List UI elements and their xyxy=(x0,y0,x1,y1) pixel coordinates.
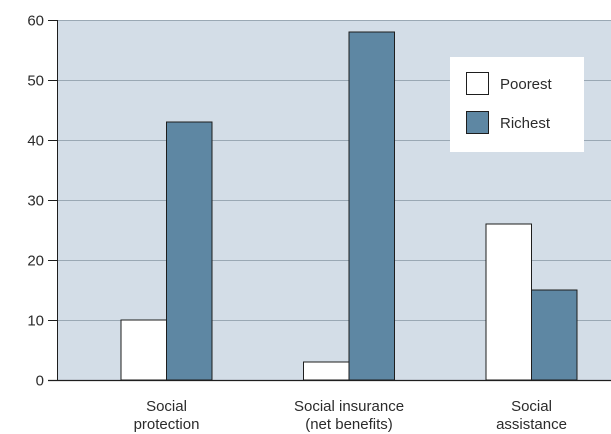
y-tick-label: 30 xyxy=(27,193,44,210)
x-category-label: Social assistance xyxy=(496,398,567,433)
y-tick-label: 60 xyxy=(27,13,44,30)
x-category-label-line: Social xyxy=(146,398,187,415)
bar-richest-social-protection xyxy=(166,121,213,381)
bars xyxy=(120,31,578,381)
x-category-label: Social protection xyxy=(134,398,200,433)
y-tick-label: 40 xyxy=(27,133,44,150)
legend-swatch-poorest xyxy=(466,72,489,95)
axes xyxy=(48,20,611,382)
y-tick-label: 10 xyxy=(27,313,44,330)
bar-richest-social-assistance xyxy=(531,289,578,381)
y-tick-label: 0 xyxy=(36,373,44,390)
legend-swatch-richest xyxy=(466,111,489,134)
bar-poorest-social-insurance-net-benefits xyxy=(303,361,350,381)
legend: Poorest Richest xyxy=(450,57,584,152)
legend-box xyxy=(450,57,584,152)
x-category-label-line: Social insurance xyxy=(294,398,404,415)
bar-poorest-social-assistance xyxy=(485,223,532,381)
y-tick-label: 20 xyxy=(27,253,44,270)
legend-label-richest: Richest xyxy=(500,115,551,132)
bar-richest-social-insurance-net-benefits xyxy=(348,31,395,381)
x-category-label-line: assistance xyxy=(496,416,567,433)
bar-poorest-social-protection xyxy=(120,319,167,381)
x-category-label-line: Social xyxy=(511,398,552,415)
legend-label-poorest: Poorest xyxy=(500,76,553,93)
x-category-label-line: protection xyxy=(134,416,200,433)
x-category-label: Social insurance (net benefits) xyxy=(294,398,404,433)
y-tick-label: 50 xyxy=(27,73,44,90)
x-category-label-line: (net benefits) xyxy=(305,416,393,433)
